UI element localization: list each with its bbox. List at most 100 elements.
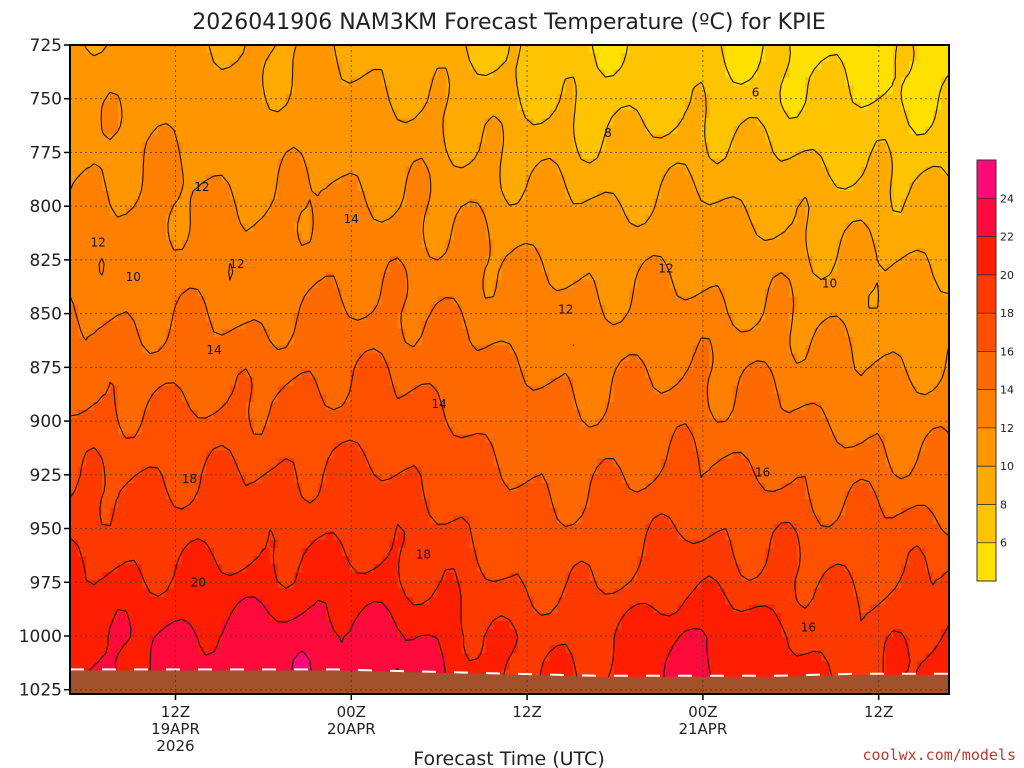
temperature-cell xyxy=(525,661,535,671)
temperature-cell xyxy=(365,401,375,411)
temperature-cell xyxy=(181,199,191,208)
temperature-cell xyxy=(413,85,423,95)
temperature-cell xyxy=(309,85,319,95)
temperature-cell xyxy=(109,61,119,70)
temperature-cell xyxy=(181,247,191,257)
temperature-cell xyxy=(253,580,263,590)
temperature-cell xyxy=(293,272,303,281)
temperature-cell xyxy=(189,645,199,655)
temperature-cell xyxy=(229,596,239,606)
temperature-cell xyxy=(293,507,303,517)
temperature-cell xyxy=(517,166,527,176)
temperature-cell xyxy=(261,61,271,70)
temperature-cell xyxy=(437,442,447,452)
temperature-cell xyxy=(101,85,111,95)
temperature-cell xyxy=(389,491,399,500)
temperature-cell xyxy=(109,320,119,330)
temperature-cell xyxy=(501,328,511,338)
temperature-cell xyxy=(485,199,495,208)
temperature-cell xyxy=(357,272,367,281)
temperature-cell xyxy=(125,604,135,614)
temperature-cell xyxy=(269,604,279,614)
temperature-cell xyxy=(565,85,575,95)
temperature-cell xyxy=(309,77,319,87)
temperature-cell xyxy=(213,556,223,565)
temperature-cell xyxy=(541,280,551,289)
temperature-cell xyxy=(269,93,279,103)
temperature-cell xyxy=(485,637,495,646)
temperature-cell xyxy=(517,118,527,127)
temperature-cell xyxy=(125,507,135,517)
temperature-cell xyxy=(533,158,543,168)
temperature-cell xyxy=(85,239,95,249)
temperature-cell xyxy=(117,507,127,517)
temperature-cell xyxy=(285,53,295,62)
temperature-cell xyxy=(213,491,223,500)
temperature-cell xyxy=(269,499,279,509)
temperature-cell xyxy=(181,653,191,663)
temperature-cell xyxy=(533,377,543,387)
temperature-cell xyxy=(429,231,439,241)
temperature-cell xyxy=(253,361,263,371)
temperature-cell xyxy=(173,223,183,233)
temperature-cell xyxy=(429,101,439,111)
temperature-cell xyxy=(421,653,431,663)
temperature-cell xyxy=(525,523,535,533)
temperature-cell xyxy=(157,101,167,111)
temperature-cell xyxy=(461,369,471,379)
temperature-cell xyxy=(285,491,295,500)
temperature-cell xyxy=(181,661,191,671)
temperature-cell xyxy=(229,199,239,208)
temperature-cell xyxy=(421,288,431,298)
temperature-cell xyxy=(469,361,479,371)
temperature-cell xyxy=(373,645,383,655)
temperature-cell xyxy=(165,174,175,184)
temperature-cell xyxy=(421,320,431,330)
temperature-cell xyxy=(181,239,191,249)
temperature-cell xyxy=(173,247,183,257)
temperature-cell xyxy=(197,539,207,549)
temperature-cell xyxy=(173,491,183,500)
temperature-cell xyxy=(149,337,159,346)
temperature-cell xyxy=(533,296,543,306)
temperature-cell xyxy=(141,620,151,630)
temperature-cell xyxy=(485,507,495,517)
temperature-cell xyxy=(229,466,239,476)
temperature-cell xyxy=(173,499,183,509)
temperature-cell xyxy=(237,280,247,289)
temperature-cell xyxy=(413,191,423,200)
temperature-cell xyxy=(453,369,463,379)
temperature-cell xyxy=(549,369,559,379)
temperature-cell xyxy=(101,280,111,289)
temperature-cell xyxy=(541,612,551,622)
temperature-cell xyxy=(109,328,119,338)
temperature-cell xyxy=(405,166,415,176)
temperature-cell xyxy=(365,580,375,590)
temperature-cell xyxy=(125,637,135,646)
temperature-cell xyxy=(405,369,415,379)
temperature-cell xyxy=(533,572,543,582)
temperature-cell xyxy=(109,247,119,257)
temperature-cell xyxy=(469,564,479,573)
temperature-cell xyxy=(373,296,383,306)
temperature-cell xyxy=(70,539,79,549)
temperature-cell xyxy=(253,450,263,460)
temperature-cell xyxy=(221,418,231,427)
temperature-cell xyxy=(397,401,407,411)
temperature-cell xyxy=(501,572,511,582)
temperature-cell xyxy=(70,312,79,322)
temperature-cell xyxy=(149,483,159,492)
temperature-cell xyxy=(197,474,207,484)
temperature-cell xyxy=(93,69,103,79)
temperature-cell xyxy=(341,629,351,638)
temperature-cell xyxy=(389,255,399,265)
temperature-cell xyxy=(373,385,383,395)
temperature-cell xyxy=(509,531,519,541)
temperature-cell xyxy=(429,199,439,208)
temperature-cell xyxy=(517,483,527,492)
temperature-cell xyxy=(237,385,247,395)
temperature-cell xyxy=(165,385,175,395)
temperature-cell xyxy=(269,483,279,492)
temperature-cell xyxy=(253,93,263,103)
temperature-cell xyxy=(125,207,135,216)
